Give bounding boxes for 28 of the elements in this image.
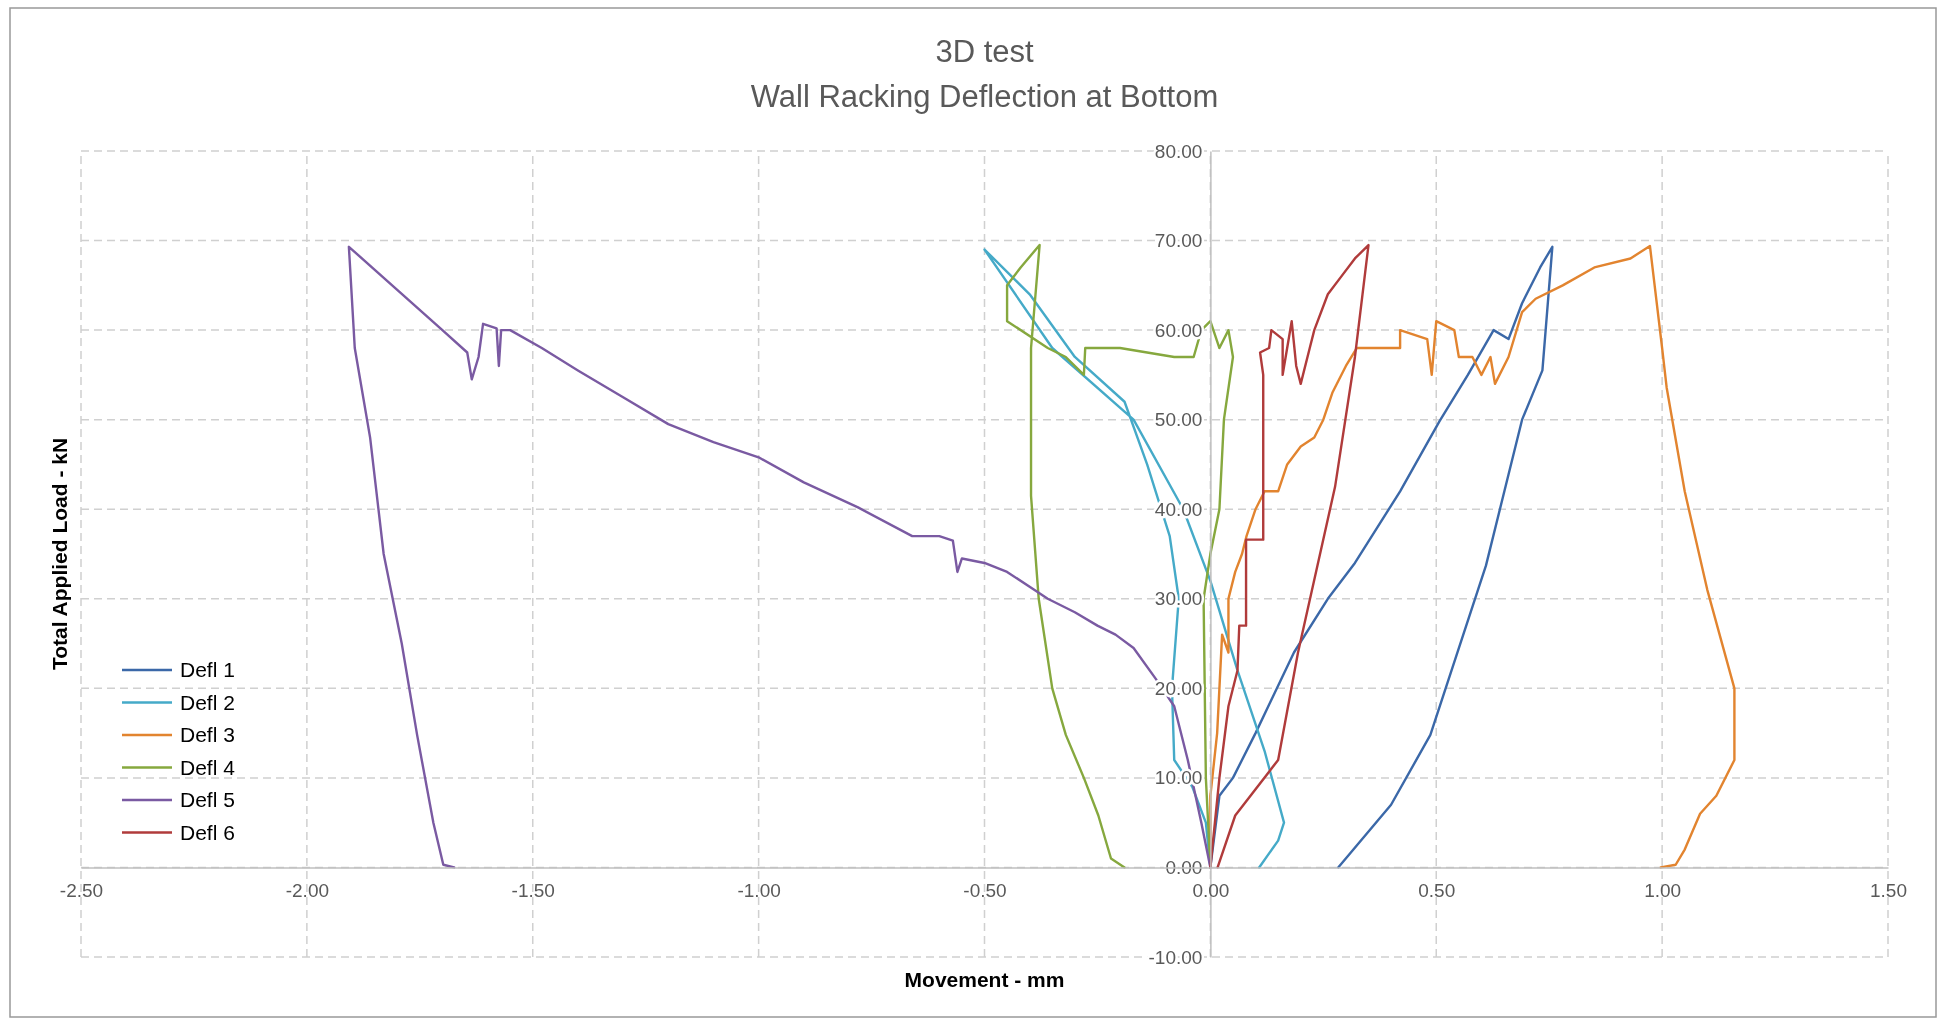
x-tick-label: -0.50 <box>963 879 1007 901</box>
legend-label: Defl 1 <box>180 658 235 681</box>
legend-label: Defl 3 <box>180 723 235 746</box>
line-series <box>1209 243 1370 869</box>
legend-label: Defl 5 <box>180 788 235 811</box>
legend-label: Defl 4 <box>180 755 236 779</box>
y-tick-label: 0.00 <box>1165 857 1203 879</box>
x-tick-label: -1.50 <box>511 879 555 901</box>
y-tick-label: 50.00 <box>1154 409 1203 431</box>
x-tick-label: 1.00 <box>1644 879 1682 901</box>
x-tick-label: -1.00 <box>737 879 781 901</box>
y-tick-label: 70.00 <box>1154 230 1203 252</box>
legend-label: Defl 2 <box>180 690 235 714</box>
y-tick-label: 60.00 <box>1154 319 1203 341</box>
x-tick-label: -2.00 <box>285 879 330 901</box>
chart-title: 3D test <box>935 34 1034 69</box>
chart-subtitle: Wall Racking Deflection at Bottom <box>750 79 1219 114</box>
y-tick-label: 80.00 <box>1154 140 1203 162</box>
x-tick-label: 0.50 <box>1418 879 1456 901</box>
y-tick-label: -10.00 <box>1148 946 1203 968</box>
y-axis-title: Total Applied Load - kN <box>48 437 71 671</box>
x-tick-label: -2.50 <box>59 879 104 901</box>
line-series <box>1209 245 1554 869</box>
x-axis-title: Movement - mm <box>904 968 1065 991</box>
x-tick-label: 1.50 <box>1870 879 1907 901</box>
line-series <box>1209 244 1736 869</box>
legend-label: Defl 6 <box>180 820 235 844</box>
x-tick-label: 0.00 <box>1192 879 1230 901</box>
